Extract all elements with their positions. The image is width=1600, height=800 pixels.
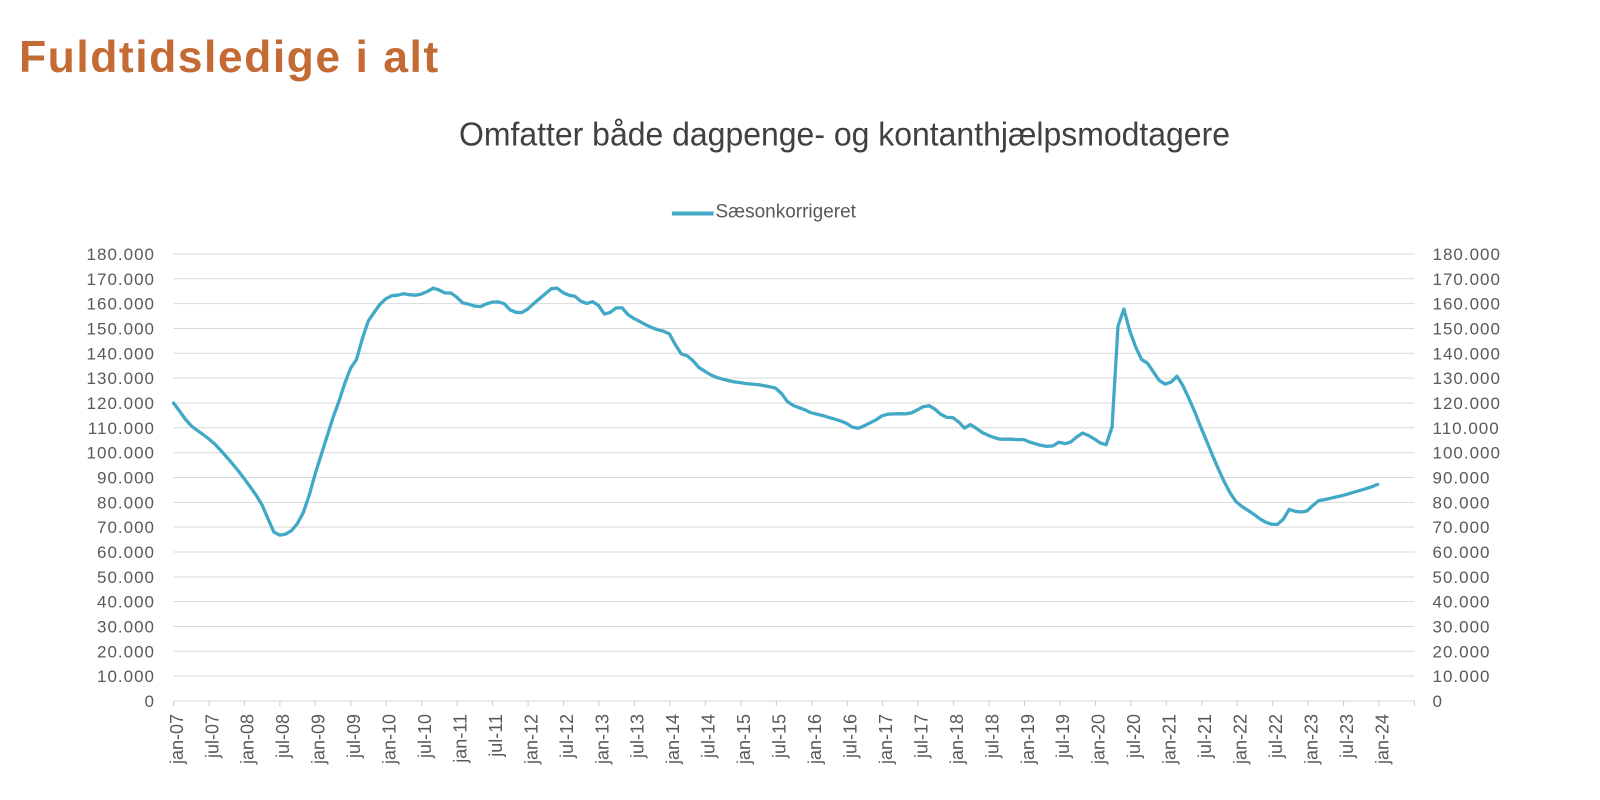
svg-text:jul-11: jul-11	[486, 714, 506, 758]
svg-text:jan-24: jan-24	[1372, 714, 1392, 765]
svg-text:jul-23: jul-23	[1337, 714, 1357, 759]
svg-text:Omfatter både dagpenge- og kon: Omfatter både dagpenge- og kontanthjælps…	[459, 116, 1230, 153]
svg-text:180.000: 180.000	[87, 245, 155, 264]
svg-text:jan-23: jan-23	[1301, 714, 1321, 765]
svg-text:jul-08: jul-08	[273, 714, 293, 759]
svg-text:jan-10: jan-10	[380, 714, 400, 765]
svg-text:jan-18: jan-18	[947, 714, 967, 765]
svg-text:10.000: 10.000	[1433, 667, 1491, 686]
svg-text:jul-19: jul-19	[1053, 714, 1073, 759]
svg-text:60.000: 60.000	[97, 543, 155, 562]
svg-text:jan-22: jan-22	[1231, 714, 1251, 765]
svg-text:jul-18: jul-18	[982, 714, 1002, 759]
svg-text:jan-11: jan-11	[451, 714, 471, 764]
svg-text:30.000: 30.000	[1433, 618, 1491, 637]
svg-text:120.000: 120.000	[1433, 394, 1501, 413]
svg-text:40.000: 40.000	[97, 593, 155, 612]
svg-text:jan-08: jan-08	[238, 714, 258, 765]
svg-text:140.000: 140.000	[87, 344, 155, 363]
svg-text:130.000: 130.000	[87, 369, 155, 388]
svg-text:jan-14: jan-14	[663, 714, 683, 765]
svg-text:jul-09: jul-09	[344, 714, 364, 759]
svg-text:jul-10: jul-10	[415, 714, 435, 759]
svg-text:110.000: 110.000	[1433, 419, 1500, 438]
svg-text:40.000: 40.000	[1433, 593, 1491, 612]
svg-text:jan-17: jan-17	[876, 714, 896, 765]
svg-text:90.000: 90.000	[97, 469, 155, 488]
svg-text:jan-16: jan-16	[805, 714, 825, 765]
svg-text:jul-14: jul-14	[699, 714, 719, 759]
svg-text:20.000: 20.000	[1433, 642, 1491, 661]
svg-text:jul-15: jul-15	[770, 714, 790, 759]
svg-text:160.000: 160.000	[1433, 295, 1501, 314]
svg-text:jul-21: jul-21	[1195, 714, 1215, 759]
svg-text:80.000: 80.000	[1433, 493, 1491, 512]
svg-text:jul-22: jul-22	[1266, 714, 1286, 759]
svg-text:jan-12: jan-12	[521, 714, 541, 765]
svg-text:110.000: 110.000	[88, 419, 155, 438]
svg-text:jan-07: jan-07	[167, 714, 187, 765]
svg-text:70.000: 70.000	[97, 518, 155, 537]
svg-text:jul-17: jul-17	[911, 714, 931, 759]
svg-text:jul-13: jul-13	[628, 714, 648, 759]
svg-text:jan-19: jan-19	[1018, 714, 1038, 765]
svg-text:Sæsonkorrigeret: Sæsonkorrigeret	[716, 202, 857, 223]
svg-text:100.000: 100.000	[87, 444, 155, 463]
svg-text:20.000: 20.000	[97, 642, 155, 661]
svg-text:jan-15: jan-15	[734, 714, 754, 765]
svg-text:jul-16: jul-16	[841, 714, 861, 759]
svg-text:140.000: 140.000	[1433, 344, 1501, 363]
svg-text:jul-07: jul-07	[202, 714, 222, 759]
svg-text:180.000: 180.000	[1433, 245, 1501, 264]
svg-text:jan-20: jan-20	[1089, 714, 1109, 765]
svg-text:jan-09: jan-09	[309, 714, 329, 765]
svg-text:30.000: 30.000	[97, 618, 155, 637]
svg-text:0: 0	[1433, 692, 1443, 711]
svg-text:jul-12: jul-12	[557, 714, 577, 759]
svg-text:130.000: 130.000	[1433, 369, 1501, 388]
svg-text:100.000: 100.000	[1433, 444, 1501, 463]
svg-text:jul-20: jul-20	[1124, 714, 1144, 759]
svg-text:jan-21: jan-21	[1160, 714, 1180, 765]
svg-text:150.000: 150.000	[1433, 320, 1501, 339]
svg-text:170.000: 170.000	[87, 270, 155, 289]
svg-text:10.000: 10.000	[97, 667, 155, 686]
svg-text:50.000: 50.000	[97, 568, 155, 587]
svg-text:120.000: 120.000	[87, 394, 155, 413]
svg-text:90.000: 90.000	[1433, 469, 1491, 488]
svg-text:170.000: 170.000	[1433, 270, 1501, 289]
svg-text:0: 0	[145, 692, 155, 711]
svg-text:80.000: 80.000	[97, 493, 155, 512]
svg-text:70.000: 70.000	[1433, 518, 1491, 537]
svg-text:jan-13: jan-13	[592, 714, 612, 765]
svg-text:50.000: 50.000	[1433, 568, 1491, 587]
svg-text:160.000: 160.000	[87, 295, 155, 314]
svg-text:60.000: 60.000	[1433, 543, 1491, 562]
svg-text:150.000: 150.000	[87, 320, 155, 339]
